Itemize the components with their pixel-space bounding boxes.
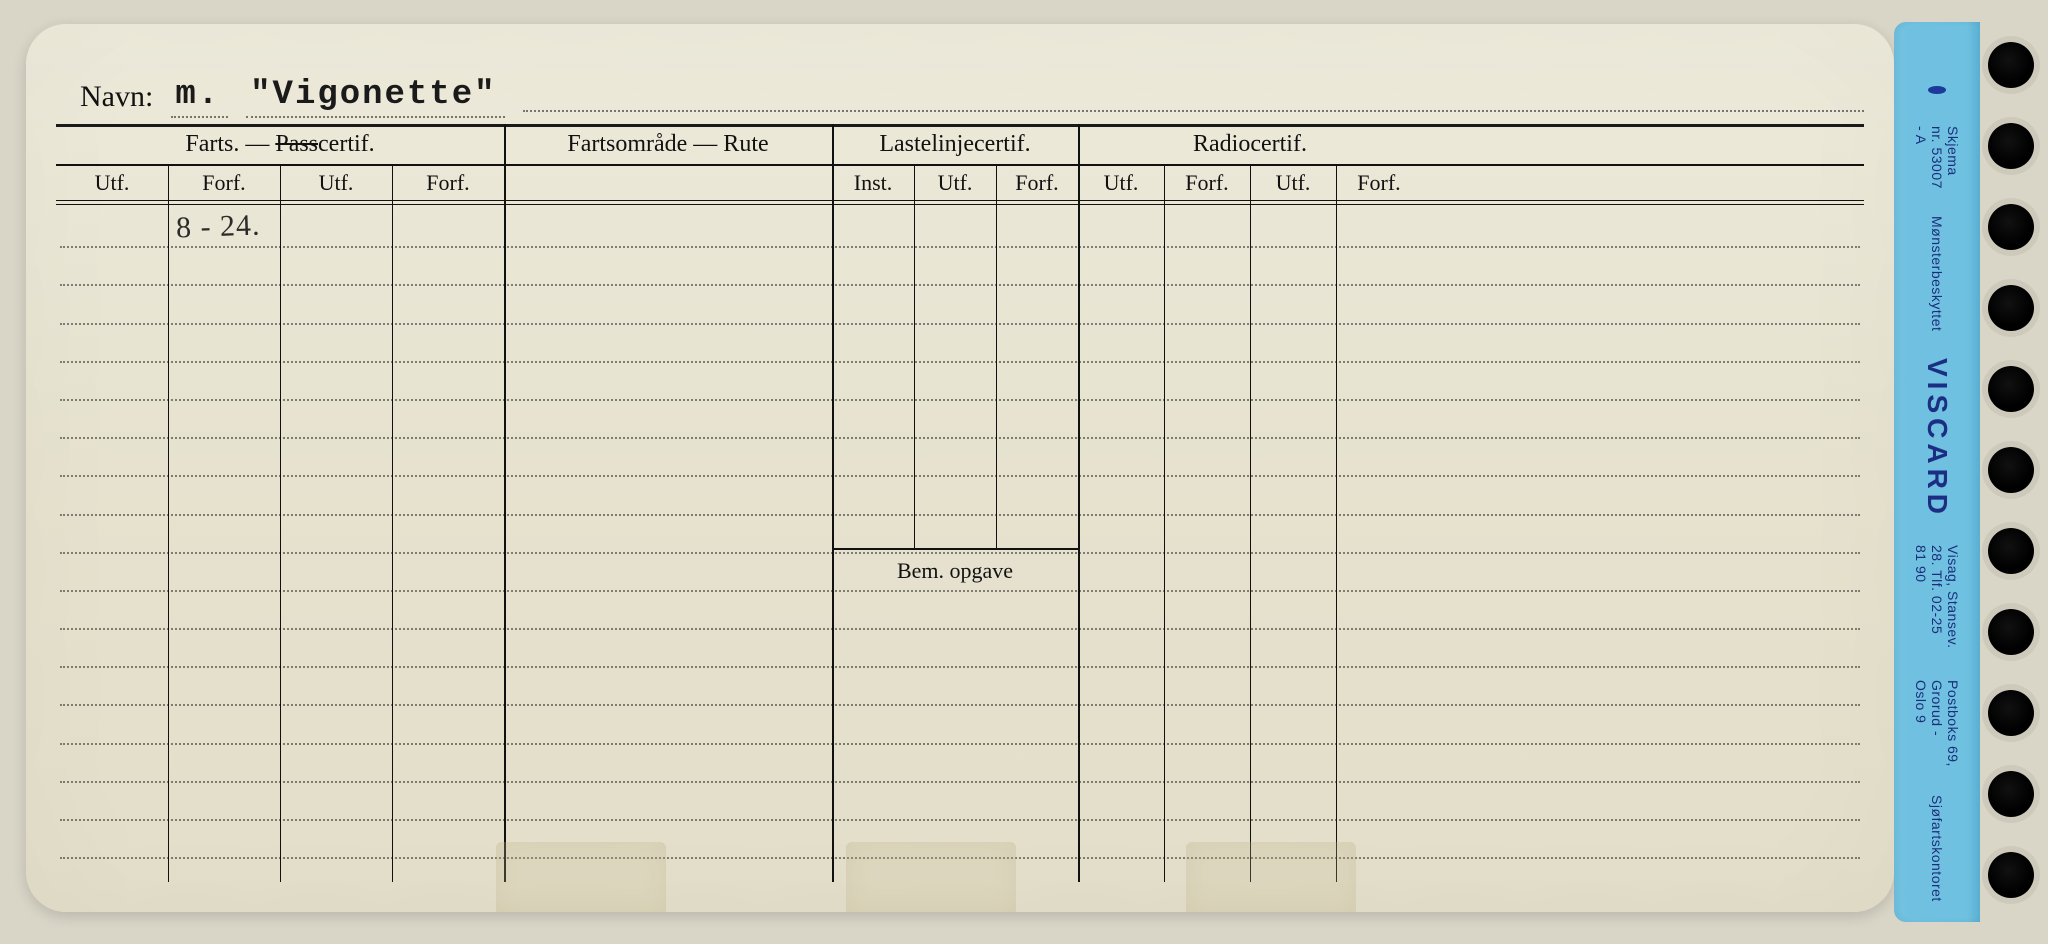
row [60, 248, 1860, 286]
punch-hole [1988, 690, 2034, 736]
tape-mark [1186, 842, 1356, 912]
tape-mark [496, 842, 666, 912]
punch-holes [1980, 0, 2042, 944]
col-lastel-utf: Utf. [914, 166, 996, 200]
row [60, 745, 1860, 783]
col-farts-forf-1: Forf. [168, 166, 280, 200]
protection-text: Mønsterbeskyttet [1929, 216, 1945, 331]
punch-hole [1988, 771, 2034, 817]
navn-underline [523, 110, 1864, 112]
brand-logo: VISCARD [1921, 358, 1953, 519]
rule-double-1 [56, 200, 1864, 201]
row [60, 668, 1860, 706]
body-rows [60, 210, 1860, 878]
row [60, 325, 1860, 363]
rule-double-2 [56, 204, 1864, 205]
punch-hole [1988, 366, 2034, 412]
binder-strip: Skjema nr. 53007 - A Mønsterbeskyttet VI… [1894, 22, 1980, 922]
col-lastel-forf: Forf. [996, 166, 1078, 200]
punch-hole [1988, 42, 2034, 88]
row [60, 783, 1860, 821]
col-radio-utf-1: Utf. [1078, 166, 1164, 200]
row [60, 554, 1860, 592]
row [60, 210, 1860, 248]
group-header-row: Farts. — Passcertif. Fartsområde — Rute … [56, 124, 1864, 164]
punch-hole [1988, 852, 2034, 898]
col-lastel-inst: Inst. [832, 166, 914, 200]
col-radio-forf-2: Forf. [1336, 166, 1422, 200]
punch-hole [1988, 528, 2034, 574]
tape-mark [846, 842, 1016, 912]
index-card: Navn: m. "Vigonette" Farts. — Passcertif… [26, 24, 1894, 912]
group-farts: Farts. — Passcertif. [56, 124, 504, 164]
punch-hole [1988, 447, 2034, 493]
punch-hole [1988, 609, 2034, 655]
punch-hole [1988, 123, 2034, 169]
row [60, 363, 1860, 401]
row [60, 439, 1860, 477]
navn-prefix: m. [171, 76, 228, 118]
navn-row: Navn: m. "Vigonette" [80, 64, 1864, 118]
navn-label: Navn: [80, 80, 153, 118]
binder-sidetext: Skjema nr. 53007 - A Mønsterbeskyttet VI… [1902, 82, 1972, 902]
row [60, 630, 1860, 668]
col-radio-utf-2: Utf. [1250, 166, 1336, 200]
col-radio-forf-1: Forf. [1164, 166, 1250, 200]
form-number: Skjema nr. 53007 - A [1913, 126, 1961, 190]
group-passcertif-rest: certif. [318, 131, 375, 158]
row [60, 477, 1860, 515]
navn-value: "Vigonette" [246, 76, 504, 118]
binder-edge: Skjema nr. 53007 - A Mønsterbeskyttet VI… [1894, 0, 2048, 944]
entry-farts-forf-0: 8 - 24. [175, 209, 261, 246]
dot-icon [1928, 86, 1946, 94]
group-passcertif-strike: Pass [275, 131, 318, 158]
row [60, 592, 1860, 630]
group-farts-label: Farts. — [185, 131, 269, 158]
group-fartsomrade: Fartsområde — Rute [504, 124, 832, 164]
col-farts-utf-1: Utf. [56, 166, 168, 200]
punch-hole [1988, 204, 2034, 250]
scan-stage: Navn: m. "Vigonette" Farts. — Passcertif… [0, 0, 2048, 944]
group-lastelinje: Lastelinjecertif. [832, 124, 1078, 164]
column-header-row: Utf. Forf. Utf. Forf. Inst. Utf. Forf. U… [56, 164, 1864, 200]
punch-hole [1988, 285, 2034, 331]
vendor-line2: Postboks 69, Grorud - Oslo 9 [1913, 680, 1961, 769]
row [60, 706, 1860, 744]
col-farts-utf-2: Utf. [280, 166, 392, 200]
col-farts-forf-2: Forf. [392, 166, 504, 200]
group-radio: Radiocertif. [1078, 124, 1422, 164]
row [60, 286, 1860, 324]
row [60, 516, 1860, 554]
office-text: Sjøfartskontoret [1929, 795, 1945, 902]
vendor-line: Visag, Stansev. 28. Tlf. 02-25 81 90 [1913, 545, 1961, 654]
col-route [504, 166, 832, 200]
row [60, 401, 1860, 439]
